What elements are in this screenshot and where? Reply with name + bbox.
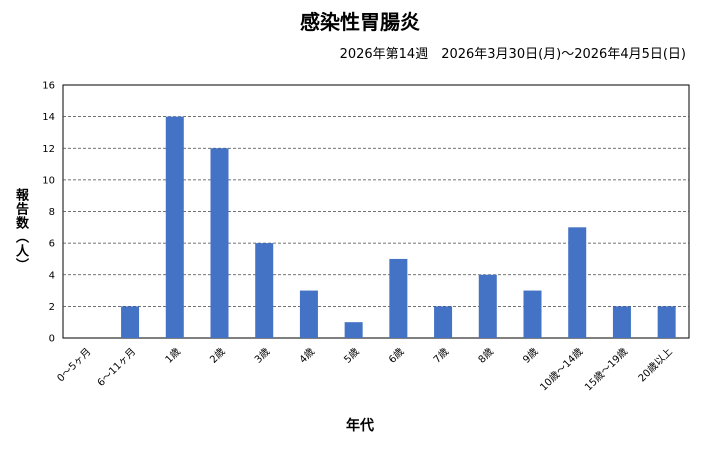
x-tick-label: 6歳: [386, 346, 406, 366]
x-tick-label: 0～5ヶ月: [55, 346, 94, 385]
x-tick-label: 2歳: [208, 346, 228, 366]
bar: [434, 306, 453, 338]
x-tick-label: 20歳以上: [636, 346, 675, 385]
bar: [657, 306, 676, 338]
y-tick-label: 6: [49, 239, 55, 250]
x-tick-label: 3歳: [252, 346, 272, 366]
bar: [523, 290, 542, 338]
x-tick-label: 1歳: [163, 346, 183, 366]
x-tick-label: 7歳: [431, 346, 451, 366]
y-tick-label: 14: [42, 112, 55, 123]
y-tick-label: 0: [49, 334, 55, 345]
bar: [568, 227, 587, 338]
x-tick-label: 9歳: [521, 346, 541, 366]
x-tick-label: 4歳: [297, 346, 317, 366]
y-tick-label: 2: [49, 302, 55, 313]
y-tick-label: 16: [42, 81, 55, 92]
x-tick-label: 6～11ヶ月: [95, 346, 138, 389]
bar: [210, 148, 229, 338]
x-tick-label: 15歳～19歳: [582, 346, 630, 394]
bar: [165, 116, 184, 338]
y-tick-label: 12: [42, 144, 55, 155]
x-axis-label: 年代: [346, 418, 374, 434]
x-tick-label: 5歳: [342, 346, 362, 366]
bar: [255, 243, 274, 338]
chart-title: 感染性胃腸炎: [300, 10, 420, 34]
y-tick-label: 4: [49, 270, 55, 281]
x-tick-label: 10歳～14歳: [538, 346, 586, 394]
y-axis-label: 報告数（人）: [13, 188, 28, 272]
bar: [478, 274, 497, 338]
y-tick-label: 10: [42, 175, 55, 186]
bar: [612, 306, 631, 338]
x-tick-label: 8歳: [476, 346, 496, 366]
chart-subtitle: 2026年第14週 2026年3月30日(月)～2026年4月5日(日): [339, 47, 686, 62]
y-tick-label: 8: [49, 207, 55, 218]
bar: [299, 290, 318, 338]
bar: [121, 306, 140, 338]
bar: [344, 322, 363, 338]
bar: [389, 258, 408, 338]
